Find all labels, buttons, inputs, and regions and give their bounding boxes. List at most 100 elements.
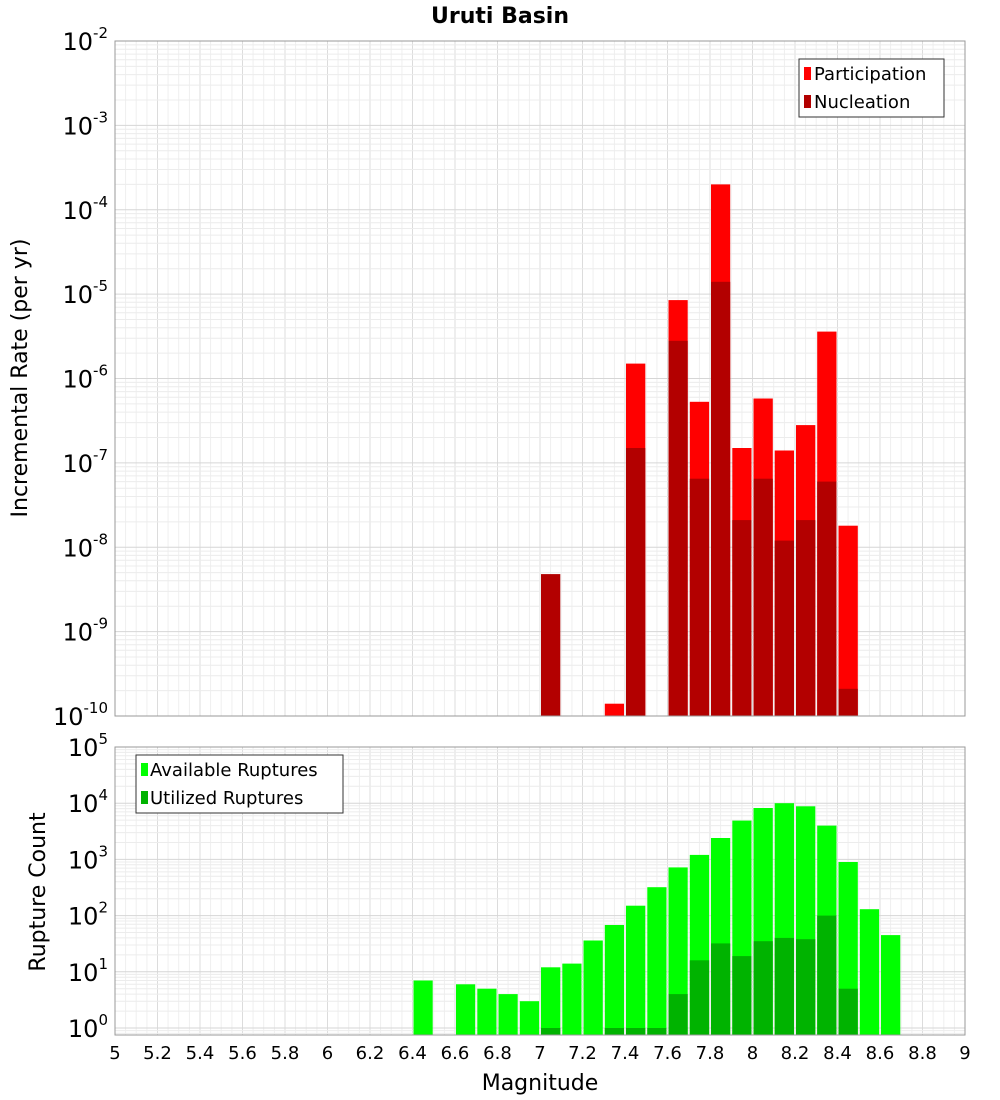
chart-title: Uruti Basin bbox=[431, 4, 569, 29]
count-legend: Available Ruptures Utilized Ruptures bbox=[135, 754, 344, 814]
x-tick-label: 8.2 bbox=[781, 1043, 810, 1064]
x-tick-label: 6.8 bbox=[483, 1043, 512, 1064]
rate-y-tick-label: 10-9 bbox=[62, 615, 108, 647]
available-ruptures-bar bbox=[604, 925, 624, 1035]
nucleation-legend-swatch bbox=[804, 95, 811, 108]
nucleation-bar bbox=[541, 574, 561, 716]
utilized-ruptures-bar bbox=[817, 915, 837, 1035]
utilized-legend-label: Utilized Ruptures bbox=[150, 788, 303, 809]
count-bars bbox=[413, 803, 901, 1035]
available-ruptures-bar bbox=[668, 867, 688, 1035]
utilized-ruptures-bar bbox=[647, 1028, 667, 1035]
x-tick-label: 9 bbox=[959, 1043, 970, 1064]
x-tick-label: 8 bbox=[747, 1043, 758, 1064]
utilized-ruptures-bar bbox=[774, 937, 794, 1035]
utilized-ruptures-bar bbox=[732, 956, 752, 1035]
rate-y-tick-label: 10-10 bbox=[53, 699, 108, 731]
utilized-ruptures-bar bbox=[711, 943, 731, 1035]
x-tick-label: 7.4 bbox=[611, 1043, 640, 1064]
available-legend-swatch bbox=[141, 763, 148, 776]
x-tick-label: 8.4 bbox=[823, 1043, 852, 1064]
available-ruptures-bar bbox=[583, 940, 603, 1035]
available-ruptures-bar bbox=[413, 980, 433, 1035]
rate-legend-box bbox=[798, 58, 945, 118]
x-tick-label: 6 bbox=[322, 1043, 333, 1064]
utilized-legend-swatch bbox=[141, 791, 148, 804]
count-y-tick-label: 100 bbox=[68, 1011, 108, 1043]
rate-panel: 10-10 10-9 10-8 10-7 10-6 10-5 10-4 10-3 10-2 In… bbox=[8, 24, 966, 731]
utilized-ruptures-bar bbox=[604, 1028, 624, 1035]
rate-y-tick-label: 10-3 bbox=[62, 108, 108, 140]
nucleation-bar bbox=[753, 478, 773, 716]
utilized-ruptures-bar bbox=[668, 994, 688, 1035]
x-tick-label: 6.6 bbox=[441, 1043, 470, 1064]
count-plot-frame bbox=[114, 746, 966, 1036]
x-tick-label: 8.8 bbox=[908, 1043, 937, 1064]
count-legend-box bbox=[135, 754, 344, 814]
utilized-ruptures-bar bbox=[796, 939, 816, 1035]
available-ruptures-bar bbox=[498, 994, 518, 1035]
nucleation-bar bbox=[817, 481, 837, 716]
available-ruptures-bar bbox=[456, 984, 476, 1035]
rate-y-tick-label: 10-5 bbox=[62, 277, 108, 309]
utilized-ruptures-bar bbox=[626, 1028, 646, 1035]
rate-y-ticks: 10-10 10-9 10-8 10-7 10-6 10-5 10-4 10-3 10-2 bbox=[53, 24, 108, 731]
rate-y-tick-label: 10-4 bbox=[62, 193, 108, 225]
available-ruptures-bar bbox=[519, 1001, 540, 1035]
x-tick-label: 6.2 bbox=[356, 1043, 385, 1064]
rate-y-tick-label: 10-2 bbox=[62, 24, 108, 56]
available-ruptures-bar bbox=[626, 905, 646, 1035]
count-y-axis-label: Rupture Count bbox=[26, 812, 51, 972]
nucleation-bar bbox=[796, 520, 816, 716]
x-tick-label: 7.2 bbox=[568, 1043, 597, 1064]
participation-bar bbox=[838, 525, 858, 716]
count-y-tick-label: 101 bbox=[68, 955, 108, 987]
count-y-ticks: 100 101 102 103 104 105 bbox=[68, 730, 108, 1043]
nucleation-bar bbox=[711, 281, 731, 716]
utilized-ruptures-bar bbox=[541, 1028, 561, 1035]
rate-legend: Participation Nucleation bbox=[798, 58, 945, 118]
nucleation-legend-label: Nucleation bbox=[814, 92, 910, 113]
x-tick-label: 5.2 bbox=[143, 1043, 172, 1064]
participation-legend-swatch bbox=[804, 67, 811, 80]
available-ruptures-bar bbox=[562, 963, 582, 1035]
available-ruptures-bar bbox=[881, 935, 901, 1035]
rate-bars bbox=[541, 184, 858, 716]
nucleation-bar bbox=[732, 520, 752, 716]
count-y-tick-label: 102 bbox=[68, 899, 108, 931]
count-y-tick-label: 104 bbox=[68, 786, 108, 818]
available-ruptures-bar bbox=[859, 909, 880, 1035]
rate-plot-frame bbox=[114, 40, 966, 717]
utilized-ruptures-bar bbox=[689, 960, 710, 1035]
nucleation-bar bbox=[689, 478, 710, 716]
count-y-tick-label: 105 bbox=[68, 730, 108, 762]
nucleation-bar bbox=[668, 340, 688, 716]
utilized-ruptures-bar bbox=[838, 988, 858, 1035]
available-ruptures-bar bbox=[647, 887, 667, 1035]
x-tick-label: 5 bbox=[109, 1043, 120, 1064]
utilized-ruptures-bar bbox=[753, 941, 773, 1035]
rate-grid bbox=[114, 40, 966, 717]
x-tick-label: 7.8 bbox=[696, 1043, 725, 1064]
rate-y-axis-label: Incremental Rate (per yr) bbox=[8, 239, 33, 518]
x-tick-label: 7 bbox=[534, 1043, 545, 1064]
rate-y-tick-label: 10-8 bbox=[62, 530, 108, 562]
x-tick-label: 5.4 bbox=[186, 1043, 215, 1064]
available-ruptures-bar bbox=[541, 967, 561, 1035]
participation-bar bbox=[604, 703, 624, 716]
magnitude-x-axis-label: Magnitude bbox=[482, 1071, 599, 1096]
magnitude-x-ticks: 5 5.2 5.4 5.6 5.8 6 6.2 6.4 6.6 6.8 7 7.2 7.4 7.6 7.8 8… bbox=[109, 1043, 970, 1064]
x-tick-label: 7.6 bbox=[653, 1043, 682, 1064]
rate-y-tick-label: 10-6 bbox=[62, 362, 108, 394]
participation-legend-label: Participation bbox=[814, 64, 926, 85]
x-tick-label: 5.6 bbox=[228, 1043, 257, 1064]
rate-y-tick-label: 10-7 bbox=[62, 446, 108, 478]
nucleation-bar bbox=[838, 688, 858, 716]
count-panel: 100 101 102 103 104 105 5 5.2 5.4 5.6 5.8 6 6.2 6.4 6… bbox=[26, 730, 971, 1096]
x-tick-label: 8.6 bbox=[866, 1043, 895, 1064]
x-tick-label: 6.4 bbox=[398, 1043, 427, 1064]
count-y-tick-label: 103 bbox=[68, 842, 108, 874]
available-ruptures-bar bbox=[477, 988, 497, 1035]
nucleation-bar bbox=[774, 540, 794, 716]
